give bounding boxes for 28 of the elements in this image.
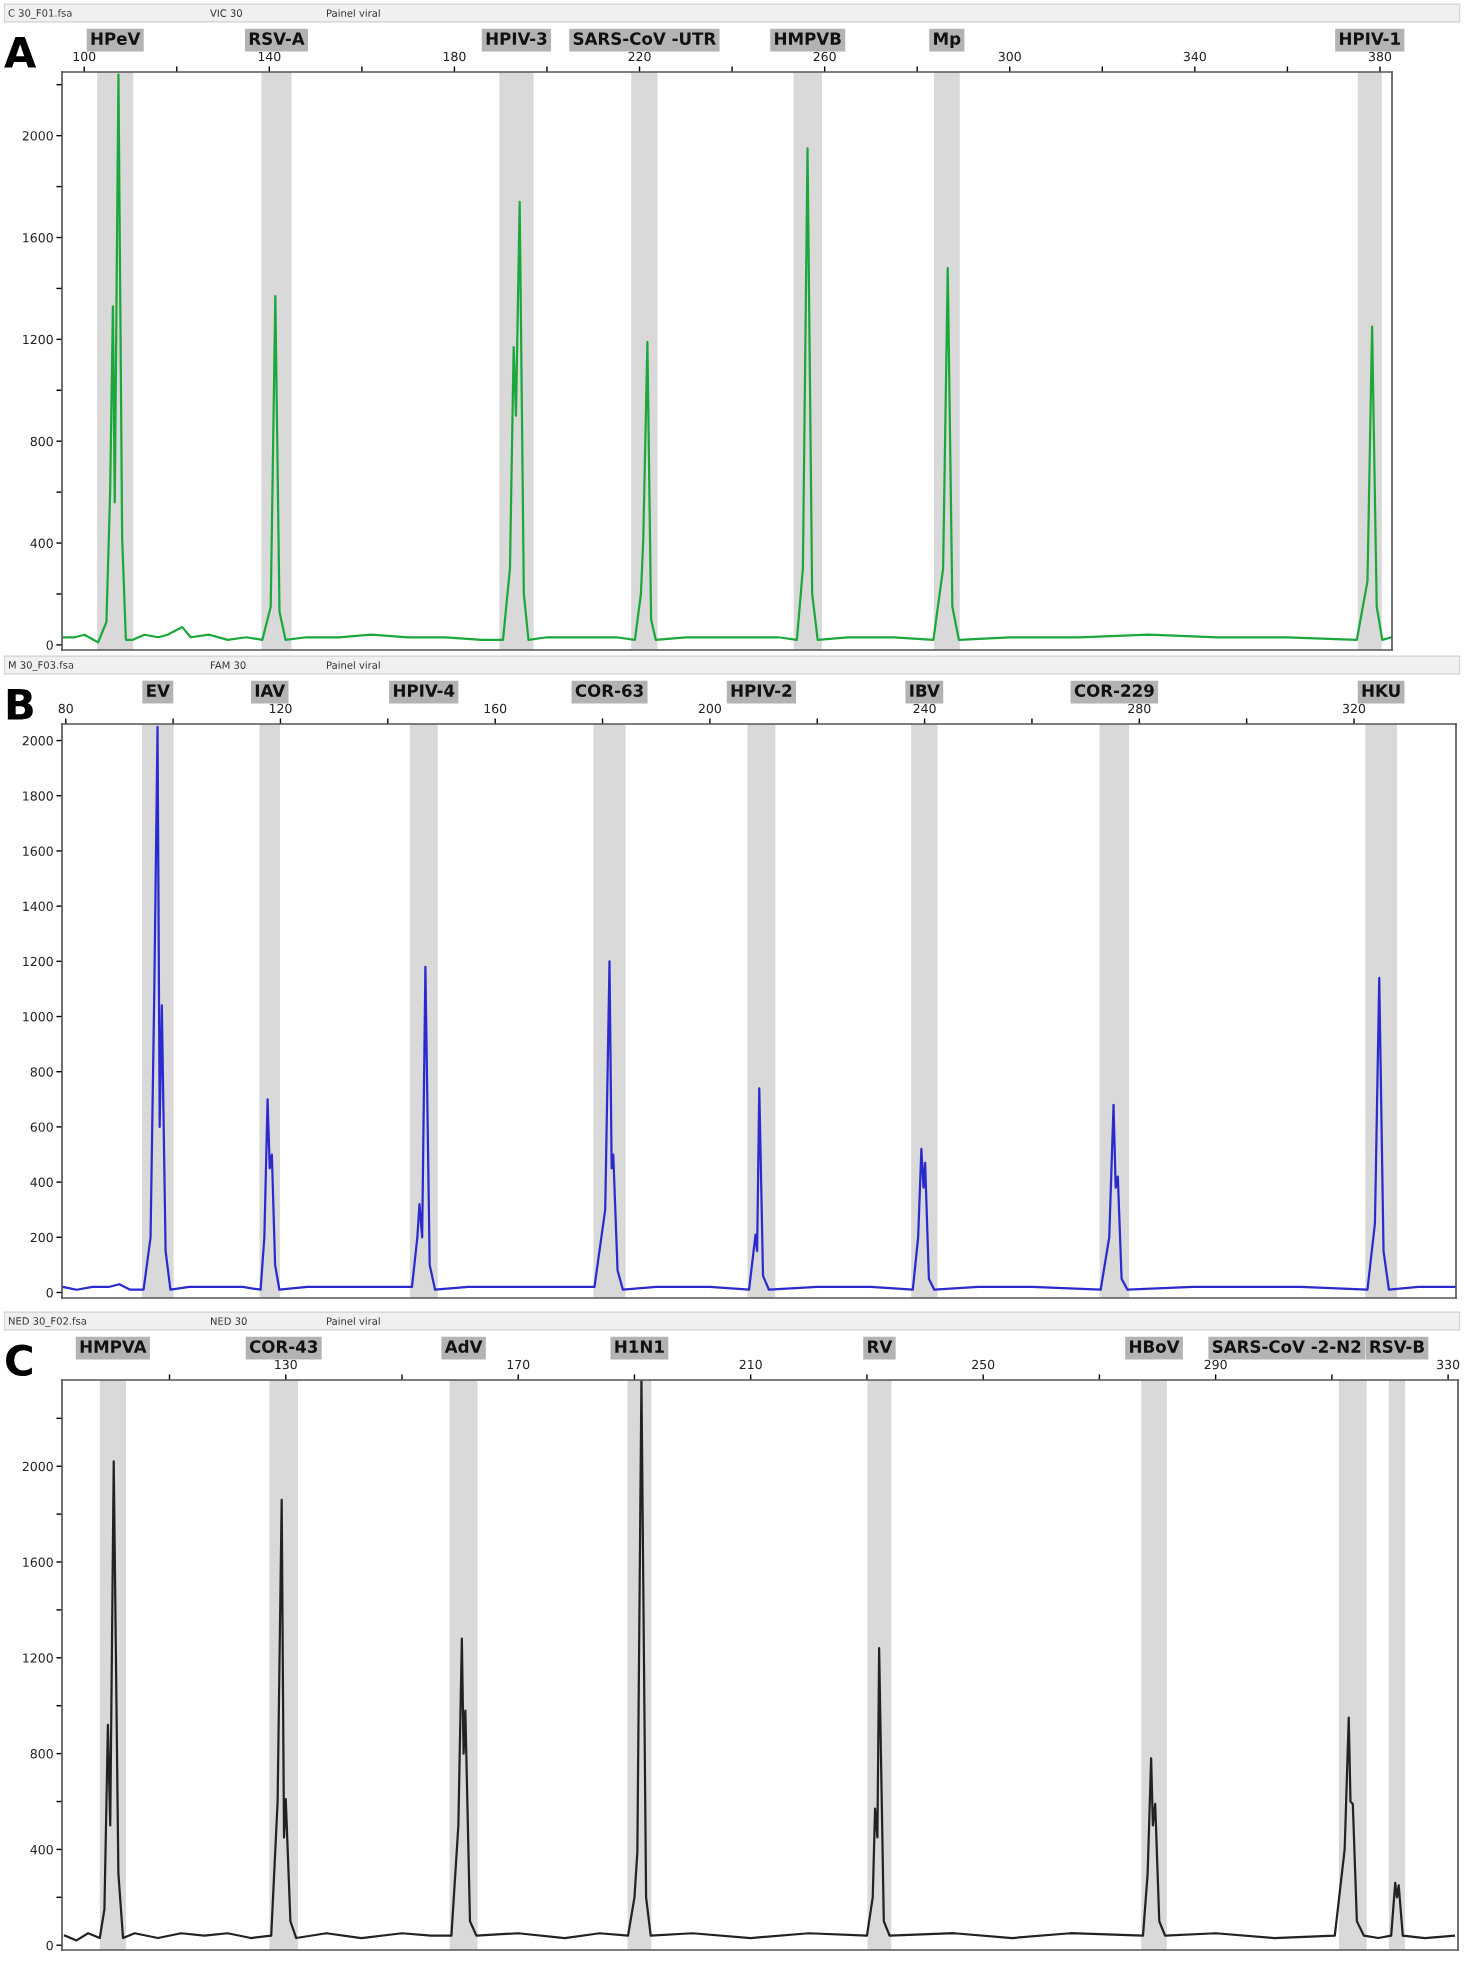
band-label: SARS-CoV -2-N2 xyxy=(1212,1340,1361,1353)
band-label: HPIV-1 xyxy=(1340,32,1400,45)
band-label: COR-63 xyxy=(575,684,643,697)
band-label: HPIV-2 xyxy=(731,684,792,697)
line-series xyxy=(62,725,1456,1291)
band-label: RSV-B xyxy=(1370,1340,1424,1353)
band-label: SARS-CoV -UTR xyxy=(573,32,716,45)
chart-title: B xyxy=(7,689,33,720)
band-label: RV xyxy=(868,1340,893,1353)
chart-title: A xyxy=(4,37,37,68)
band-label: AdV xyxy=(444,1339,483,1353)
band-label: HKU xyxy=(1362,684,1400,697)
band-label: IBV xyxy=(910,684,940,697)
band-label: HBoV xyxy=(1130,1340,1180,1353)
band-label: EV xyxy=(147,684,170,697)
band-label: HPIV-3 xyxy=(486,32,547,45)
band-label: RSV-A xyxy=(249,32,305,45)
band-label: COR-43 xyxy=(249,1340,318,1353)
band-label: COR-229 xyxy=(1074,684,1154,697)
band-label: Mp xyxy=(934,32,961,49)
band-label: HMPVB xyxy=(775,32,841,45)
band-label: HMPVA xyxy=(80,1340,147,1353)
band-label: H1N1 xyxy=(615,1340,664,1353)
band-label: HPeV xyxy=(91,32,141,45)
chart-title: C xyxy=(6,1344,32,1377)
line-series xyxy=(62,73,1392,644)
band-label: IAV xyxy=(255,684,286,697)
band-label: HPIV-4 xyxy=(394,684,455,697)
